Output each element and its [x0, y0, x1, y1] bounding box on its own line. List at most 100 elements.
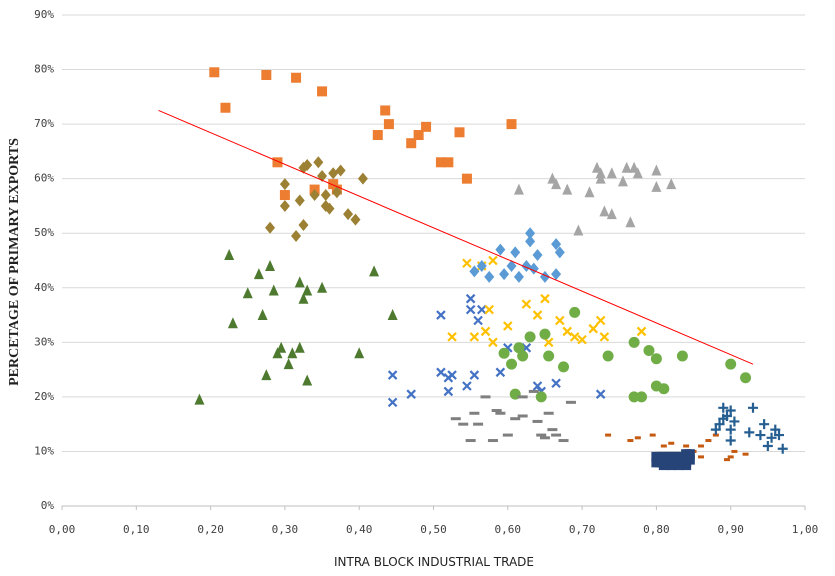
point: [357, 172, 368, 185]
point: [469, 265, 480, 278]
point: [298, 292, 309, 304]
point: [383, 119, 394, 130]
point: [320, 189, 331, 202]
point: [562, 183, 573, 195]
point: [488, 255, 498, 266]
point: [606, 208, 617, 220]
point: [658, 383, 670, 395]
y-tick-label: 0%: [41, 499, 55, 512]
point: [224, 249, 235, 261]
point: [462, 381, 472, 391]
point: [343, 208, 354, 221]
point: [532, 381, 543, 391]
point: [495, 367, 506, 378]
point: [317, 86, 328, 97]
point: [599, 332, 610, 342]
point: [551, 238, 562, 251]
point: [569, 306, 581, 318]
point: [331, 186, 342, 199]
point: [723, 458, 730, 462]
point: [517, 395, 528, 399]
point: [279, 178, 290, 191]
point: [473, 422, 484, 426]
point: [495, 411, 506, 415]
point: [436, 310, 446, 320]
point: [524, 331, 536, 343]
point: [498, 347, 510, 359]
point: [506, 259, 517, 272]
point: [673, 460, 684, 471]
point: [525, 235, 536, 248]
point: [543, 411, 554, 415]
point: [606, 167, 617, 179]
point: [227, 317, 238, 329]
point: [435, 157, 446, 168]
y-axis-title: PERCETAGE OF PRIMARY EXPORTS: [7, 138, 22, 386]
y-tick-label: 10%: [34, 444, 54, 457]
point: [681, 460, 692, 471]
point: [747, 402, 758, 413]
point: [660, 444, 667, 448]
point: [551, 378, 561, 389]
point: [714, 419, 725, 430]
point: [727, 455, 734, 459]
point: [650, 353, 662, 365]
point: [632, 167, 643, 179]
point: [649, 433, 656, 437]
point: [525, 227, 536, 240]
point: [477, 304, 487, 315]
point: [528, 389, 539, 393]
point: [387, 370, 398, 380]
y-tick-label: 90%: [34, 8, 54, 21]
x-tick-label: 0,30: [272, 523, 299, 536]
point: [436, 367, 446, 378]
point: [554, 246, 565, 259]
point: [599, 205, 610, 217]
point: [242, 287, 253, 299]
point: [755, 430, 766, 441]
point: [265, 221, 276, 234]
point: [766, 432, 777, 443]
point: [547, 428, 558, 432]
point: [773, 430, 784, 441]
point: [651, 164, 662, 176]
point: [595, 167, 606, 179]
point: [454, 127, 465, 138]
point: [588, 323, 599, 334]
x-tick-label: 0,50: [420, 523, 447, 536]
point: [710, 424, 721, 435]
point: [369, 265, 380, 277]
point: [605, 433, 612, 437]
point: [539, 328, 551, 340]
point: [555, 315, 565, 326]
point: [220, 102, 231, 113]
point: [480, 395, 491, 399]
point: [447, 370, 457, 380]
point: [510, 417, 521, 421]
point: [268, 284, 279, 296]
point: [473, 315, 483, 326]
point: [540, 293, 550, 304]
point: [298, 219, 309, 232]
point: [697, 444, 704, 448]
point: [513, 183, 524, 195]
point: [602, 350, 614, 362]
y-tick-label: 70%: [34, 117, 54, 130]
point: [354, 347, 365, 359]
point: [253, 268, 264, 280]
point: [458, 422, 469, 426]
point: [406, 389, 416, 399]
y-tick-label: 20%: [34, 390, 54, 403]
point: [595, 389, 606, 399]
point: [480, 326, 491, 337]
point: [725, 424, 736, 435]
point: [697, 455, 704, 459]
point: [499, 268, 510, 281]
point: [636, 391, 648, 403]
point: [265, 259, 276, 271]
point: [536, 433, 547, 437]
point: [532, 310, 543, 320]
x-tick-label: 0,60: [495, 523, 522, 536]
x-tick-label: 0,70: [569, 523, 596, 536]
